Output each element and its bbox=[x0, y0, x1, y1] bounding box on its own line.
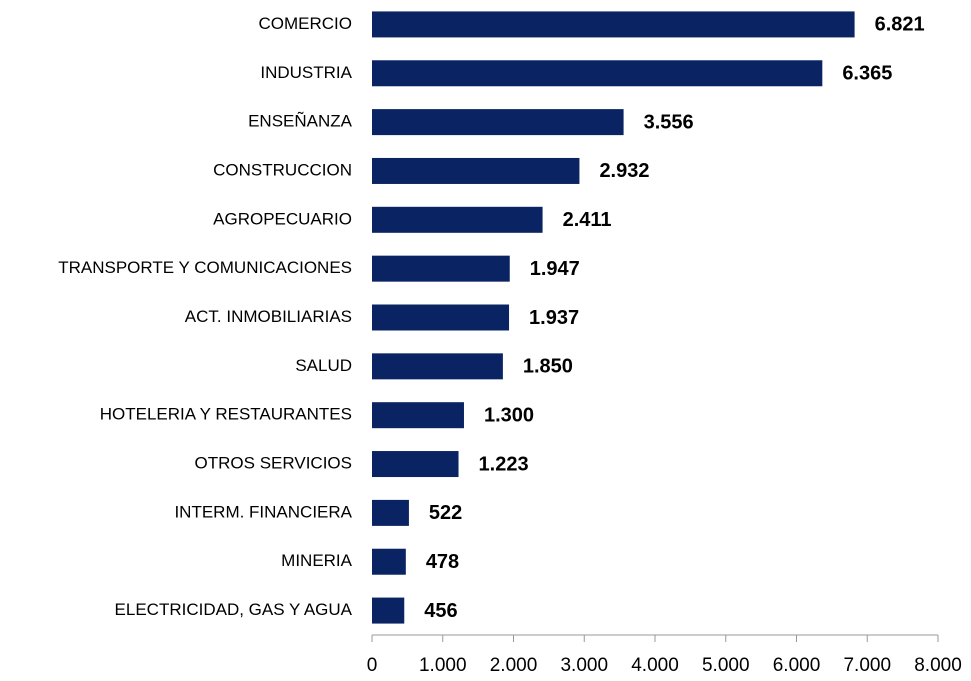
category-label: INTERM. FINANCIERA bbox=[174, 502, 352, 521]
category-label: ELECTRICIDAD, GAS Y AGUA bbox=[115, 600, 353, 619]
x-tick-label: 5.000 bbox=[702, 655, 750, 676]
bar bbox=[372, 402, 464, 429]
category-label: TRANSPORTE Y COMUNICACIONES bbox=[58, 258, 352, 277]
bar bbox=[372, 11, 855, 38]
x-tick-label: 2.000 bbox=[490, 655, 538, 676]
x-tick-label: 3.000 bbox=[560, 655, 608, 676]
x-tick-label: 8.000 bbox=[914, 655, 962, 676]
value-label: 1.937 bbox=[529, 307, 579, 329]
category-label: ENSEÑANZA bbox=[248, 112, 353, 131]
value-label: 3.556 bbox=[644, 111, 694, 133]
bar bbox=[372, 206, 543, 233]
x-tick-label: 0 bbox=[367, 655, 378, 676]
x-tick-label: 6.000 bbox=[773, 655, 821, 676]
category-label: CONSTRUCCION bbox=[213, 160, 352, 179]
bar bbox=[372, 255, 510, 282]
x-tick-label: 4.000 bbox=[631, 655, 679, 676]
category-label: ACT. INMOBILIARIAS bbox=[185, 307, 352, 326]
category-label: COMERCIO bbox=[259, 14, 353, 33]
x-tick-label: 7.000 bbox=[843, 655, 891, 676]
value-label: 1.850 bbox=[523, 356, 573, 378]
bar bbox=[372, 353, 503, 380]
x-tick-label: 1.000 bbox=[419, 655, 467, 676]
value-label: 2.411 bbox=[563, 209, 612, 231]
value-label: 6.821 bbox=[875, 14, 925, 36]
category-label: OTROS SERVICIOS bbox=[195, 454, 352, 473]
value-label: 478 bbox=[426, 551, 459, 573]
value-label: 1.947 bbox=[530, 258, 580, 280]
value-label: 456 bbox=[424, 600, 457, 622]
value-label: 2.932 bbox=[599, 160, 649, 182]
bar bbox=[372, 499, 409, 526]
category-label: HOTELERIA Y RESTAURANTES bbox=[100, 405, 352, 424]
value-label: 1.300 bbox=[484, 404, 534, 426]
bar bbox=[372, 597, 405, 624]
bar bbox=[372, 157, 580, 184]
value-label: 522 bbox=[429, 502, 462, 524]
category-label: INDUSTRIA bbox=[260, 63, 352, 82]
category-label: SALUD bbox=[295, 356, 352, 375]
category-label: AGROPECUARIO bbox=[213, 209, 352, 228]
bar bbox=[372, 451, 459, 478]
bar bbox=[372, 109, 624, 136]
bar bbox=[372, 304, 510, 331]
value-label: 1.223 bbox=[479, 453, 529, 475]
category-label: MINERIA bbox=[281, 551, 353, 570]
value-label: 6.365 bbox=[842, 63, 892, 85]
bar bbox=[372, 548, 406, 575]
bar bbox=[372, 60, 823, 87]
